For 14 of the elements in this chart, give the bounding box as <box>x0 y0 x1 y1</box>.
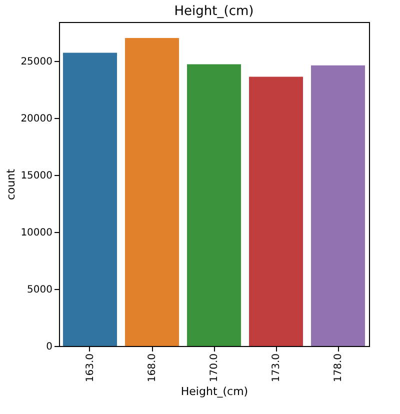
x-tick-label: 168.0 <box>147 354 158 382</box>
y-tick-label: 25000 <box>20 56 52 68</box>
x-tick-label: 163.0 <box>85 354 96 382</box>
y-axis-title: count <box>4 168 18 200</box>
y-tick-label: 15000 <box>20 170 52 182</box>
x-tick-label: 170.0 <box>209 354 220 382</box>
y-tick-label: 0 <box>46 342 52 352</box>
y-tick-label: 10000 <box>20 227 52 238</box>
x-tick-label: 178.0 <box>333 354 344 382</box>
y-tick-label: 20000 <box>20 113 52 124</box>
x-axis-title: Height_(cm) <box>180 385 248 398</box>
x-tick-label: 173.0 <box>271 354 282 382</box>
chart-title: Height_(cm) <box>174 4 254 19</box>
y-tick-label: 5000 <box>27 284 52 296</box>
